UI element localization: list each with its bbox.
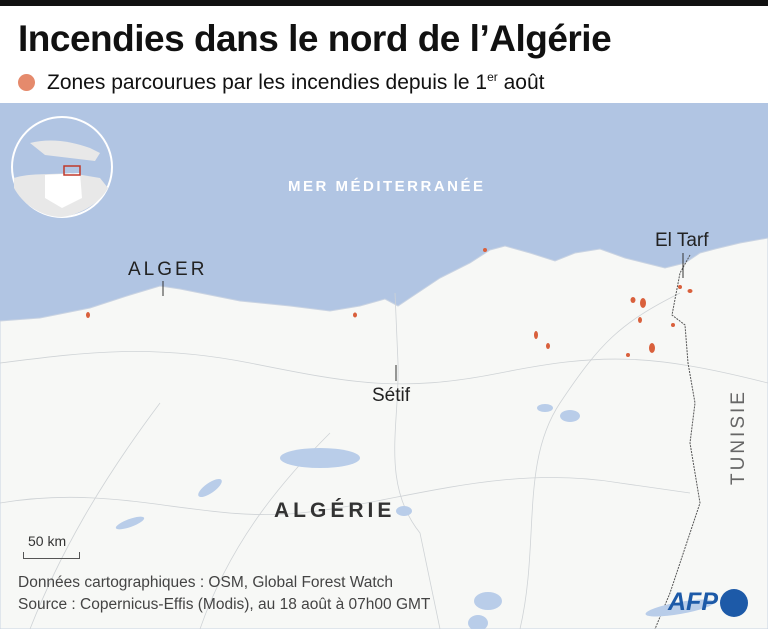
fire-zones: [86, 248, 693, 357]
country-label: ALGÉRIE: [274, 499, 396, 522]
roads: [0, 292, 768, 629]
top-bar: [0, 0, 768, 6]
source-line-1: Données cartographiques : OSM, Global Fo…: [18, 574, 394, 591]
fire-zone: [534, 331, 538, 339]
city-label-alger: ALGER: [128, 259, 208, 280]
neighbor-country-label: TUNISIE: [728, 389, 749, 485]
scale-bar: [23, 552, 80, 559]
fire-zone: [678, 285, 682, 289]
fire-zone: [630, 297, 636, 303]
legend-label: Zones parcourues par les incendies depui…: [47, 70, 545, 94]
fire-zone-swatch: [18, 74, 35, 91]
fire-zone: [86, 312, 90, 318]
fire-zone: [687, 289, 693, 293]
land: [0, 237, 768, 629]
fire-zone: [546, 343, 550, 349]
legend: Zones parcourues par les incendies depui…: [18, 70, 545, 95]
fire-zone: [353, 312, 357, 318]
fire-zone: [638, 317, 642, 323]
fire-zone: [626, 353, 630, 357]
afp-logo: AFP: [668, 588, 748, 617]
lakes: [115, 404, 715, 629]
map: [0, 103, 768, 629]
scale-label: 50 km: [28, 533, 67, 549]
source-line-2: Source : Copernicus-Effis (Modis), au 18…: [18, 596, 431, 613]
sea-label: MER MÉDITERRANÉE: [288, 178, 486, 195]
city-label-el-tarf: El Tarf: [655, 230, 709, 251]
fire-zone: [649, 343, 655, 353]
locator-globe: [11, 116, 113, 218]
fire-zone: [640, 298, 646, 308]
city-label-setif: Sétif: [372, 385, 411, 406]
city-markers: [162, 253, 684, 381]
page-title: Incendies dans le nord de l’Algérie: [18, 18, 612, 59]
fire-zone: [483, 248, 487, 252]
fire-zone: [671, 323, 675, 327]
tunisia-border: [654, 254, 701, 629]
